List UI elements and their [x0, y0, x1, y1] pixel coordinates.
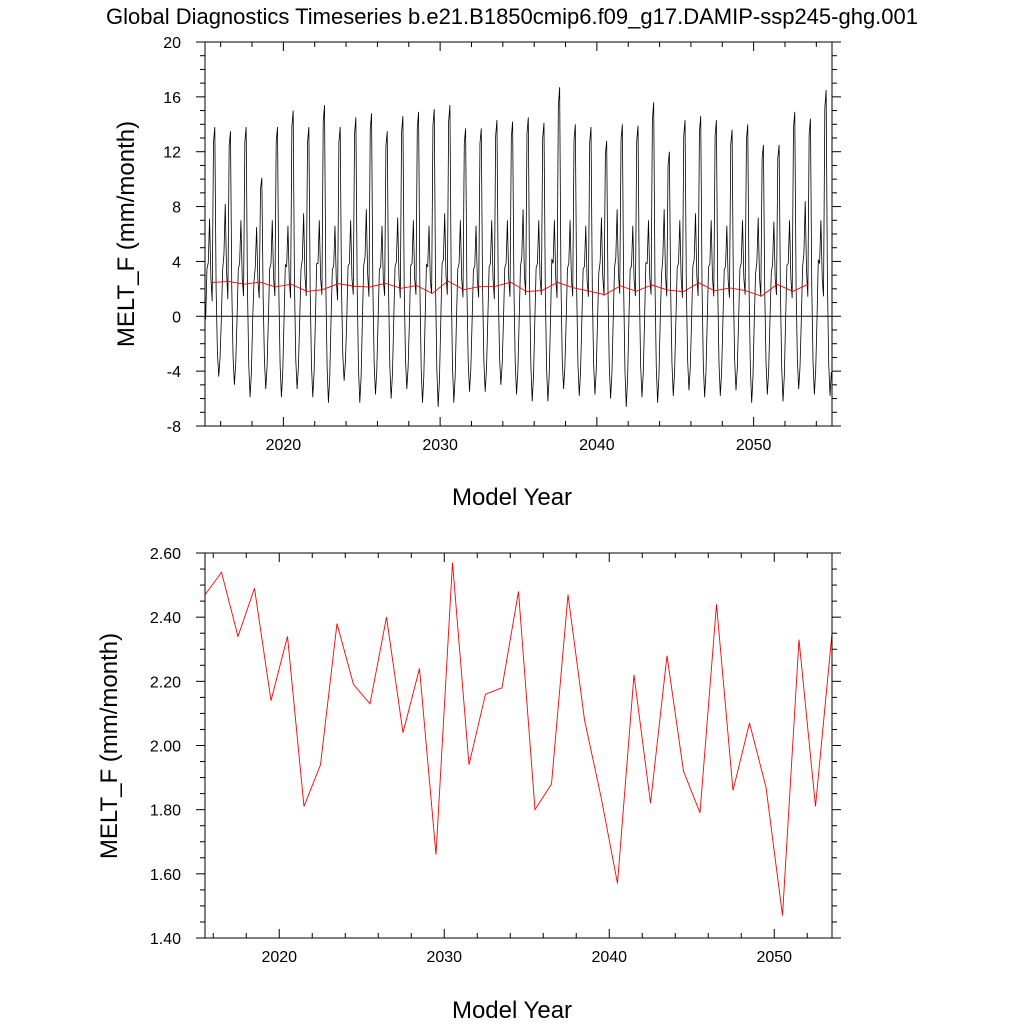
top-panel-y-axis-title: MELT_F (mm/month) — [113, 121, 140, 347]
bottom-panel-y-axis-title: MELT_F (mm/month) — [96, 633, 123, 859]
top-y-tick-label: 0 — [172, 309, 181, 326]
figure-title: Global Diagnostics Timeseries b.e21.B185… — [106, 4, 918, 29]
top-annual-mean-line — [212, 280, 809, 297]
top-y-tick-label: -8 — [167, 419, 181, 436]
top-monthly-series-line — [205, 87, 832, 407]
bottom-x-tick-label: 2030 — [426, 949, 462, 966]
top-panel-ticks — [196, 41, 841, 427]
top-y-tick-label: 20 — [163, 35, 181, 52]
bottom-panel-tick-labels: 2020 2030 2040 2050 1.40 1.60 1.80 2.00 2.20 2.40… — [150, 546, 792, 966]
bottom-y-tick-label: 2.20 — [150, 674, 181, 691]
bottom-y-tick-label: 2.40 — [150, 610, 181, 627]
bottom-annual-mean-line — [204, 562, 833, 916]
top-panel-frame — [204, 41, 833, 427]
top-panel-tick-labels: 2020 2030 2040 2050 -8 -4 0 4 8 12 16 20 — [163, 35, 771, 454]
top-y-tick-label: 8 — [172, 200, 181, 217]
top-panel: 2020 2030 2040 2050 -8 -4 0 4 8 12 16 20 Model Year… — [113, 35, 841, 511]
top-y-tick-label: 16 — [163, 90, 181, 107]
top-x-tick-label: 2040 — [579, 437, 615, 454]
top-y-tick-label: 4 — [172, 254, 181, 271]
bottom-x-tick-label: 2020 — [261, 949, 297, 966]
bottom-y-tick-label: 2.00 — [150, 739, 181, 756]
bottom-y-tick-label: 1.80 — [150, 803, 181, 820]
top-x-tick-label: 2030 — [422, 437, 458, 454]
bottom-panel-frame — [204, 552, 833, 939]
bottom-panel-series — [204, 562, 833, 916]
bottom-panel-ticks — [196, 552, 841, 939]
top-x-tick-label: 2020 — [266, 437, 302, 454]
bottom-y-tick-label: 1.40 — [150, 931, 181, 948]
top-panel-series — [205, 87, 832, 407]
top-x-tick-label: 2050 — [736, 437, 772, 454]
bottom-y-tick-label: 2.60 — [150, 546, 181, 563]
top-y-tick-label: 12 — [163, 145, 181, 162]
bottom-y-tick-label: 1.60 — [150, 867, 181, 884]
bottom-x-tick-label: 2050 — [756, 949, 792, 966]
top-y-tick-label: -4 — [167, 364, 181, 381]
bottom-panel: 2020 2030 2040 2050 1.40 1.60 1.80 2.00 2.20 2.40… — [96, 546, 841, 1024]
bottom-x-tick-label: 2040 — [591, 949, 627, 966]
bottom-panel-x-axis-title: Model Year — [452, 997, 572, 1024]
top-panel-x-axis-title: Model Year — [452, 484, 572, 511]
